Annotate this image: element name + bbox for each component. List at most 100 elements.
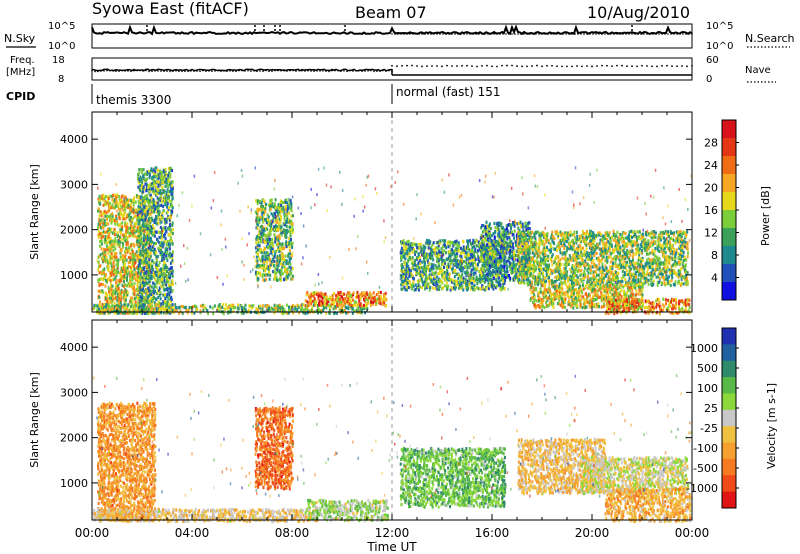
- nave-dot: [531, 65, 533, 67]
- nave-dot: [322, 70, 324, 72]
- echo-cell: [148, 208, 151, 212]
- echo-cell: [444, 278, 447, 282]
- echo-cell: [148, 306, 151, 310]
- echo-cell: [473, 279, 476, 283]
- echo-cell: [121, 194, 124, 198]
- echo-cell: [152, 175, 154, 179]
- echo-cell: [127, 281, 130, 286]
- echo-cell: [280, 233, 283, 237]
- echo-cell: [404, 257, 407, 261]
- echo-cell: [131, 274, 134, 278]
- echo-cell: [115, 263, 118, 267]
- echo-cell: [308, 301, 311, 305]
- echo-cell: [507, 232, 510, 236]
- echo-cell: [171, 192, 174, 196]
- nave-dot: [142, 70, 144, 72]
- echo-cell: [103, 267, 106, 271]
- echo-cell: [330, 298, 333, 302]
- echo-cell: [416, 286, 419, 290]
- echo-cell: [125, 215, 128, 219]
- echo-cell: [102, 203, 105, 207]
- echo-cell: [287, 229, 289, 233]
- echo-cell: [260, 232, 263, 236]
- echo-cell: [463, 260, 465, 264]
- echo-cell: [124, 253, 127, 257]
- echo-cell: [131, 250, 134, 254]
- echo-cell: [122, 245, 125, 249]
- echo-cell: [511, 270, 514, 275]
- echo-cell: [295, 308, 298, 312]
- nave-dot: [319, 70, 321, 72]
- echo-cell: [467, 262, 469, 266]
- echo-cell: [340, 303, 343, 307]
- echo-cell: [478, 270, 481, 274]
- echo-cell: [483, 245, 486, 249]
- nsearch-dot: [475, 33, 477, 35]
- echo-cell: [509, 248, 512, 253]
- nave-dot: [416, 65, 418, 67]
- echo-cell: [290, 277, 293, 281]
- echo-cell: [123, 211, 126, 215]
- echo-cell: [493, 221, 496, 225]
- echo-cell: [464, 251, 467, 255]
- echo-cell: [165, 304, 168, 308]
- echo-cell: [159, 169, 162, 173]
- echo-cell: [142, 309, 145, 313]
- echo-cell: [475, 275, 478, 279]
- nave-dot: [178, 70, 180, 73]
- echo-cell: [265, 202, 268, 206]
- echo-cell: [408, 267, 411, 271]
- echo-cell: [265, 266, 268, 271]
- echo-cell: [423, 255, 426, 259]
- echo-cell: [126, 248, 129, 252]
- echo-cell: [113, 219, 116, 223]
- echo-cell: [168, 242, 171, 246]
- nave-dot: [446, 64, 448, 67]
- echo-cell: [446, 257, 449, 261]
- echo-cell: [154, 303, 157, 307]
- echo-cell: [503, 257, 506, 261]
- echo-cell: [472, 287, 475, 292]
- echo-cell: [265, 264, 268, 268]
- echo-cell: [150, 242, 153, 246]
- echo-cell: [493, 284, 496, 288]
- echo-cell: [109, 244, 112, 248]
- echo-cell: [101, 218, 104, 222]
- echo-cell: [417, 256, 420, 260]
- echo-cell: [499, 235, 502, 239]
- echo-cell: [432, 266, 435, 271]
- echo-cell: [407, 258, 410, 262]
- echo-cell: [446, 271, 449, 275]
- echo-cell: [169, 253, 172, 257]
- echo-cell: [280, 262, 283, 266]
- nave-dot: [411, 64, 413, 67]
- echo-cell: [503, 281, 506, 285]
- echo-cell: [291, 241, 294, 245]
- echo-cell: [125, 233, 127, 237]
- echo-cell: [273, 236, 276, 240]
- echo-cell: [93, 303, 96, 307]
- echo-cell: [292, 304, 295, 308]
- echo-cell: [146, 210, 149, 214]
- echo-cell: [150, 285, 153, 289]
- echo-cell: [157, 180, 160, 184]
- echo-cell: [496, 280, 499, 284]
- echo-cell: [140, 187, 143, 191]
- echo-cell: [476, 251, 479, 255]
- nsearch-dot: [628, 33, 630, 35]
- echo-cell: [409, 281, 412, 285]
- echo-cell: [361, 305, 364, 309]
- nave-dot: [511, 64, 513, 67]
- echo-cell: [411, 250, 414, 254]
- echo-cell: [416, 264, 419, 269]
- echo-cell: [289, 308, 291, 312]
- echo-cell: [258, 305, 260, 309]
- echo-cell: [468, 283, 471, 287]
- nsearch-dot: [523, 33, 525, 35]
- echo-cell: [495, 269, 498, 273]
- echo-cell: [509, 278, 512, 282]
- echo-cell: [519, 220, 522, 224]
- echo-cell: [110, 289, 113, 294]
- echo-cell: [411, 243, 414, 247]
- echo-cell: [427, 253, 430, 257]
